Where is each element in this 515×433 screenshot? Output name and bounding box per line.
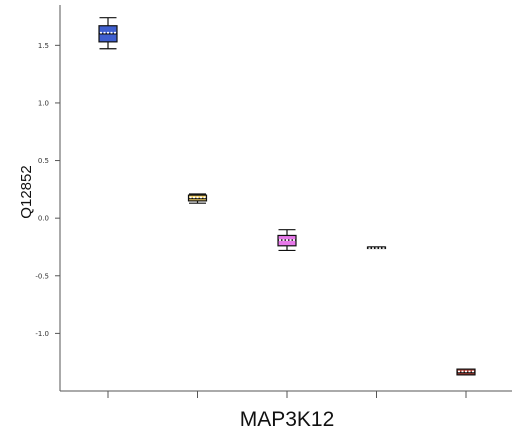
y-tick-label: -0.5 bbox=[35, 272, 49, 280]
y-tick-label: 0.5 bbox=[38, 157, 49, 165]
y-tick-label: 1.5 bbox=[38, 42, 49, 50]
boxes bbox=[98, 17, 476, 376]
y-tick-label: 1.0 bbox=[38, 99, 49, 107]
box-4 bbox=[366, 246, 387, 250]
box-2 bbox=[187, 193, 208, 204]
y-axis-title: Q12852 bbox=[18, 165, 35, 218]
box-5 bbox=[456, 368, 476, 376]
y-axis-ticks: -1.0 -0.5 0.0 0.5 1.0 1.5 bbox=[35, 42, 60, 338]
y-tick-label: -1.0 bbox=[35, 330, 49, 338]
x-axis-ticks bbox=[107, 391, 467, 398]
y-tick-label: 0.0 bbox=[38, 215, 49, 223]
box-1 bbox=[98, 17, 118, 50]
x-axis-title: MAP3K12 bbox=[240, 408, 335, 431]
box-3 bbox=[277, 229, 297, 252]
